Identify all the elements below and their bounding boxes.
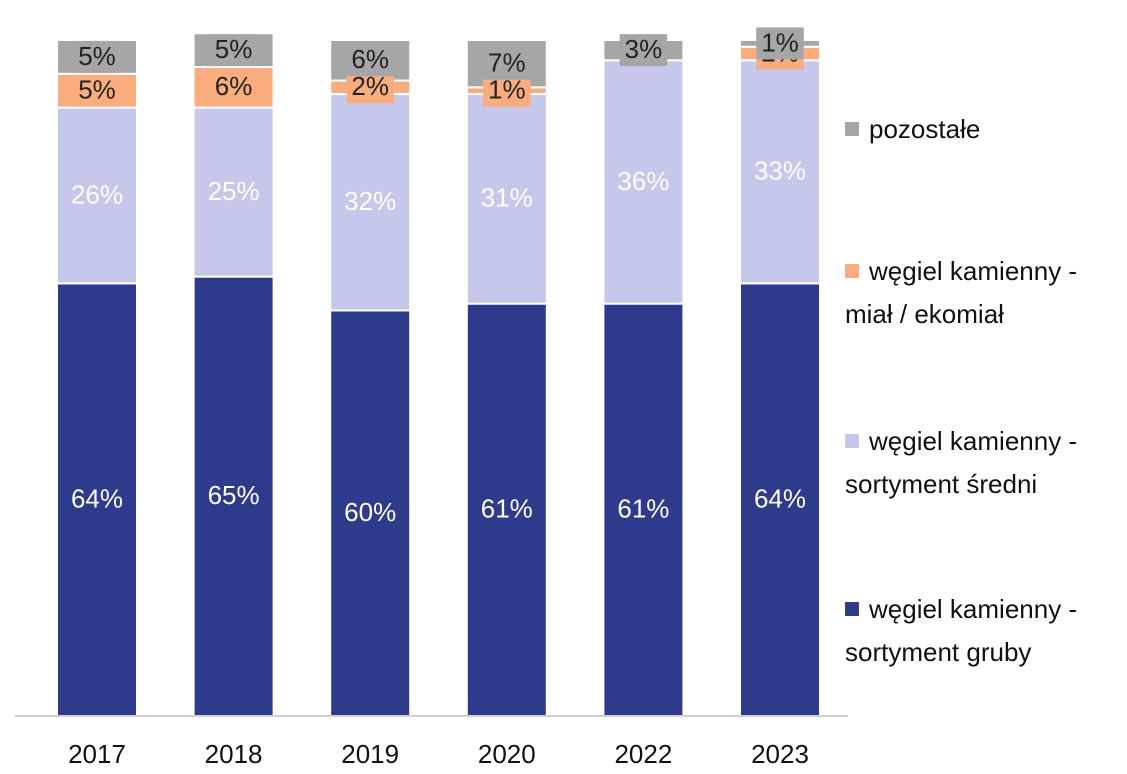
legend-label: pozostałe [869, 114, 981, 144]
data-label-text: 64% [71, 484, 123, 514]
data-label-text: 3% [625, 34, 663, 64]
data-label-text: 65% [208, 480, 260, 510]
data-label: 64% [65, 483, 129, 516]
data-label-text: 6% [351, 44, 389, 74]
data-label-text: 1% [761, 27, 799, 57]
legend-item: węgiel kamienny - miał / ekomiał [845, 250, 1105, 336]
label-box [619, 34, 668, 67]
data-label: 6% [209, 71, 258, 104]
data-label-text: 31% [481, 183, 533, 213]
label-box [339, 186, 402, 219]
x-tick-label: 2022 [614, 739, 672, 769]
legend-label: węgiel kamienny - sortyment gruby [845, 594, 1078, 667]
label-box [483, 74, 531, 107]
legend-swatch [845, 264, 859, 278]
x-tick-label: 2019 [341, 739, 399, 769]
label-box [65, 483, 129, 516]
label-box [209, 71, 258, 104]
legend-label: węgiel kamienny - miał / ekomiał [845, 256, 1078, 329]
data-label-text: 5% [215, 34, 253, 64]
data-label-text: 61% [617, 494, 669, 524]
data-label: 5% [73, 41, 121, 73]
label-box [475, 493, 538, 526]
label-box [748, 483, 812, 516]
data-label-text: 5% [78, 41, 116, 71]
legend-item: pozostałe [845, 108, 1105, 151]
label-box [612, 493, 675, 526]
data-label: 5% [209, 34, 258, 67]
data-label-text: 7% [488, 48, 526, 78]
x-tick-label: 2023 [751, 739, 809, 769]
data-label: 1% [756, 27, 804, 60]
label-box [346, 71, 394, 104]
data-label-text: 6% [215, 71, 253, 101]
data-label: 31% [475, 182, 538, 215]
legend-swatch [845, 602, 859, 616]
data-label: 61% [475, 493, 538, 526]
data-label: 7% [483, 48, 531, 80]
legend-item: węgiel kamienny - sortyment średni [845, 420, 1105, 506]
data-label-text: 60% [344, 497, 396, 527]
data-label: 6% [346, 44, 394, 77]
x-tick-label: 2018 [205, 739, 263, 769]
legend-swatch [845, 434, 859, 448]
label-box [202, 480, 265, 513]
legend-item: węgiel kamienny - sortyment gruby [845, 588, 1105, 674]
legend-swatch [845, 122, 859, 136]
x-tick-label: 2020 [478, 739, 536, 769]
label-box [73, 74, 121, 107]
label-box [202, 176, 265, 209]
label-box [612, 165, 675, 198]
data-label: 32% [339, 186, 402, 219]
label-box [475, 182, 538, 215]
label-box [209, 34, 258, 67]
data-label: 60% [339, 497, 402, 530]
label-box [65, 179, 129, 212]
label-box [339, 497, 402, 530]
label-box [748, 155, 812, 188]
x-tick-label: 2017 [68, 739, 126, 769]
data-label-text: 61% [481, 494, 533, 524]
data-label: 5% [73, 75, 121, 107]
data-label-text: 33% [754, 156, 806, 186]
data-label: 65% [202, 480, 265, 513]
label-box [483, 47, 531, 80]
data-label: 26% [65, 179, 129, 212]
data-label-text: 32% [344, 186, 396, 216]
data-label-text: 36% [617, 166, 669, 196]
data-label-text: 25% [208, 176, 260, 206]
label-box [756, 27, 804, 60]
data-label-text: 64% [754, 484, 806, 514]
data-label: 33% [748, 155, 812, 188]
data-label: 25% [202, 176, 265, 209]
legend-label: węgiel kamienny - sortyment średni [845, 426, 1078, 499]
data-label: 36% [612, 165, 675, 198]
data-label: 3% [619, 34, 668, 67]
data-label-text: 5% [78, 75, 116, 105]
data-label: 64% [748, 483, 812, 516]
label-box [346, 44, 394, 77]
data-label: 2% [346, 71, 394, 104]
label-box [73, 40, 121, 73]
data-label-text: 26% [71, 179, 123, 209]
data-label: 61% [612, 493, 675, 526]
